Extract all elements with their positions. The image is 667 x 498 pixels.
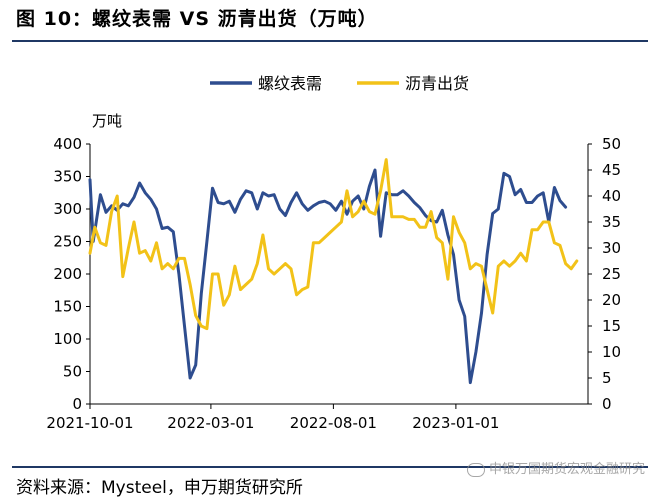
left-tick-label: 350 <box>53 168 82 186</box>
title-divider <box>12 40 648 42</box>
left-tick-label: 150 <box>53 298 82 316</box>
right-tick-label: 15 <box>602 317 621 335</box>
watermark: 申银万国期货宏观金融研究 <box>466 458 645 477</box>
axes: 0 50 100 150 200 250 300 350 400 0 5 10 15 20 25 30 35 40… <box>46 135 621 432</box>
x-tick-label: 2023-01-01 <box>412 414 499 432</box>
left-tick-label: 300 <box>53 200 82 218</box>
watermark-text: 申银万国期货宏观金融研究 <box>488 462 645 477</box>
series-layer <box>88 158 579 385</box>
wechat-icon <box>466 462 485 477</box>
right-tick-label: 35 <box>602 213 621 231</box>
legend-item-asphalt: 沥青出货 <box>357 74 469 93</box>
right-tick-label: 5 <box>602 369 612 387</box>
rebar-demand-series-line <box>88 168 568 385</box>
left-tick-label: 100 <box>53 330 82 348</box>
right-tick-label: 20 <box>602 291 621 309</box>
left-tick-label: 50 <box>63 363 82 381</box>
footer-divider <box>12 466 648 468</box>
right-tick-label: 10 <box>602 343 621 361</box>
right-tick-label: 25 <box>602 265 621 283</box>
legend: 螺纹表需 沥青出货 <box>210 74 469 93</box>
right-tick-label: 0 <box>602 395 612 413</box>
y-axis-unit-label: 万吨 <box>92 112 122 130</box>
right-tick-label: 50 <box>602 135 621 153</box>
right-tick-label: 40 <box>602 187 621 205</box>
source-note: 资料来源：Mysteel，申万期货研究所 <box>16 478 303 498</box>
legend-item-rebar: 螺纹表需 <box>210 74 322 93</box>
left-tick-label: 250 <box>53 233 82 251</box>
x-tick-label: 2022-08-01 <box>290 414 377 432</box>
chart-title: 图 10：螺纹表需 VS 沥青出货（万吨） <box>16 8 378 30</box>
legend-label: 沥青出货 <box>405 74 469 93</box>
asphalt-shipment-series-line <box>88 158 579 331</box>
left-tick-label: 400 <box>53 135 82 153</box>
right-tick-label: 30 <box>602 239 621 257</box>
legend-label: 螺纹表需 <box>258 74 322 93</box>
x-tick-label: 2022-03-01 <box>167 414 254 432</box>
line-chart: 螺纹表需 沥青出货 万吨 0 50 100 150 200 250 300 350 400 0 5 10… <box>46 74 621 432</box>
left-tick-label: 200 <box>53 265 82 283</box>
x-tick-label: 2021-10-01 <box>46 414 133 432</box>
left-tick-label: 0 <box>72 395 82 413</box>
right-tick-label: 45 <box>602 161 621 179</box>
